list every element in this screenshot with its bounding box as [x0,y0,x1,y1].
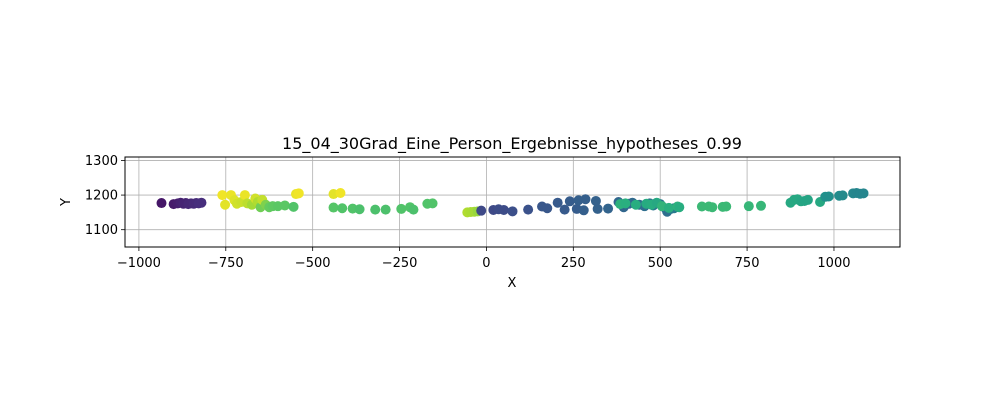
data-point [542,203,553,214]
data-point [335,188,346,198]
x-tick-label: 1000 [817,256,850,271]
data-point [239,190,250,201]
data-point [408,204,419,215]
data-point [559,204,570,215]
data-point [552,197,563,208]
data-point [288,201,299,212]
x-tick-label: −500 [295,256,331,271]
data-point [523,204,534,215]
data-point [293,188,304,199]
data-point [354,204,365,215]
data-point [427,198,438,209]
x-axis-ticks: −1000 −750 −500 −250 0 250 500 750 1000 [117,247,851,271]
data-point [328,202,339,213]
x-axis-label: X [508,276,517,291]
data-point [721,201,732,212]
chart-title: 15_04_30Grad_Eine_Person_Ergebnisse_hypo… [282,134,742,154]
data-point [578,205,589,216]
data-point [837,190,848,201]
data-points [156,188,869,218]
data-point [592,203,603,214]
x-tick-label: 750 [735,256,760,271]
data-point [858,188,869,199]
x-tick-label: 0 [482,256,490,271]
data-point [580,194,591,205]
data-point [476,205,487,216]
x-tick-label: −1000 [117,256,161,271]
data-point [564,196,575,207]
data-point [707,202,718,213]
data-point [674,202,685,213]
data-point [498,204,509,215]
y-axis-ticks: 1100 1200 1300 [85,154,125,238]
data-point [755,200,766,211]
y-tick-label: 1200 [85,189,118,204]
y-tick-label: 1300 [85,154,118,169]
plot-frame [124,156,901,248]
data-point [603,203,614,214]
data-point [743,201,754,212]
data-point [337,203,348,214]
data-point [507,206,518,217]
data-point [220,199,231,210]
data-point [590,195,601,206]
data-point [630,199,641,210]
data-point [823,191,834,202]
data-point [217,190,228,201]
data-point [380,204,391,215]
y-tick-label: 1100 [85,223,118,238]
data-point [196,197,207,208]
data-point [663,202,674,213]
x-tick-label: 250 [561,256,586,271]
data-point [156,198,167,209]
x-tick-label: −750 [208,256,244,271]
data-point [802,194,813,205]
data-point [370,204,381,215]
data-point [396,203,407,214]
y-axis-label: Y [59,198,74,207]
data-point [279,200,290,211]
data-point [620,198,631,209]
x-tick-label: 500 [648,256,673,271]
data-point [696,201,707,212]
x-tick-label: −250 [382,256,418,271]
